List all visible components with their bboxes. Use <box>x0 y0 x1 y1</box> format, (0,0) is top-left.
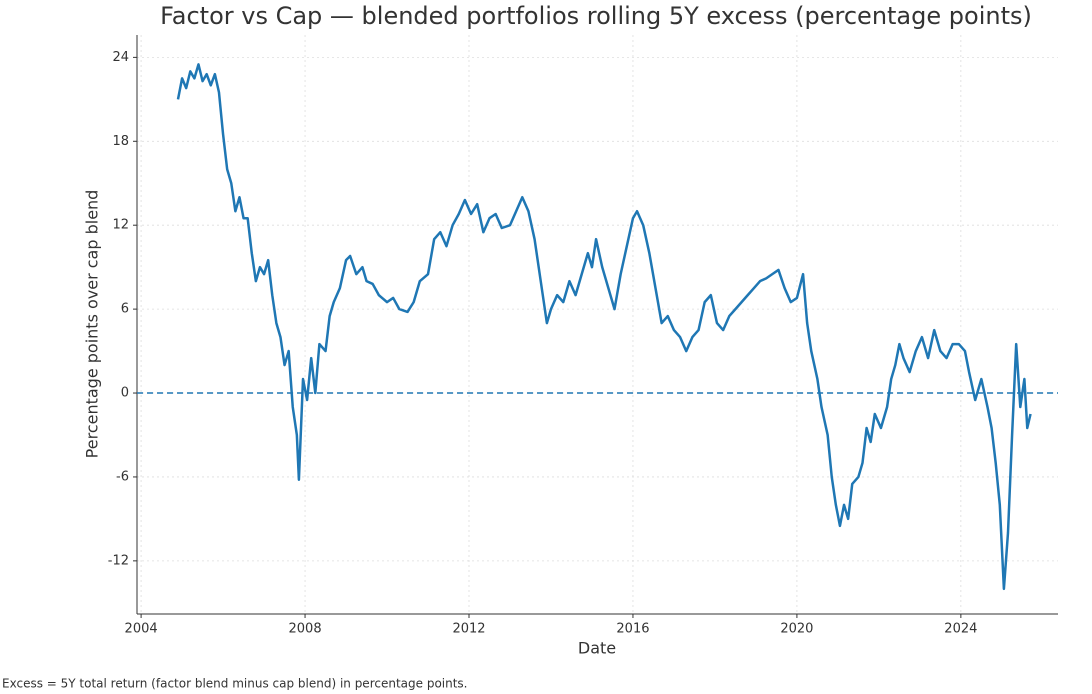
y-tick-label: 6 <box>121 302 129 317</box>
footnote: Excess = 5Y total return (factor blend m… <box>2 677 468 691</box>
x-tick-label: 2016 <box>616 622 649 637</box>
x-tick-label: 2024 <box>944 622 977 637</box>
y-tick-label: -12 <box>108 553 129 568</box>
x-tick-label: 2020 <box>780 622 813 637</box>
x-tick-label: 2008 <box>289 622 322 637</box>
y-tick-label: 24 <box>112 50 129 65</box>
x-axis-label: Date <box>578 639 616 658</box>
data-line <box>176 63 1032 591</box>
chart-title: Factor vs Cap — blended portfolios rolli… <box>160 2 1032 30</box>
y-tick-label: 12 <box>112 218 129 233</box>
x-tick-label: 2012 <box>452 622 485 637</box>
x-tick-label: 2004 <box>125 622 158 637</box>
y-axis-label: Percentage points over cap blend <box>83 190 102 459</box>
y-tick-label: 18 <box>112 134 129 149</box>
y-tick-label: -6 <box>116 469 129 484</box>
y-tick-label: 0 <box>121 386 129 401</box>
